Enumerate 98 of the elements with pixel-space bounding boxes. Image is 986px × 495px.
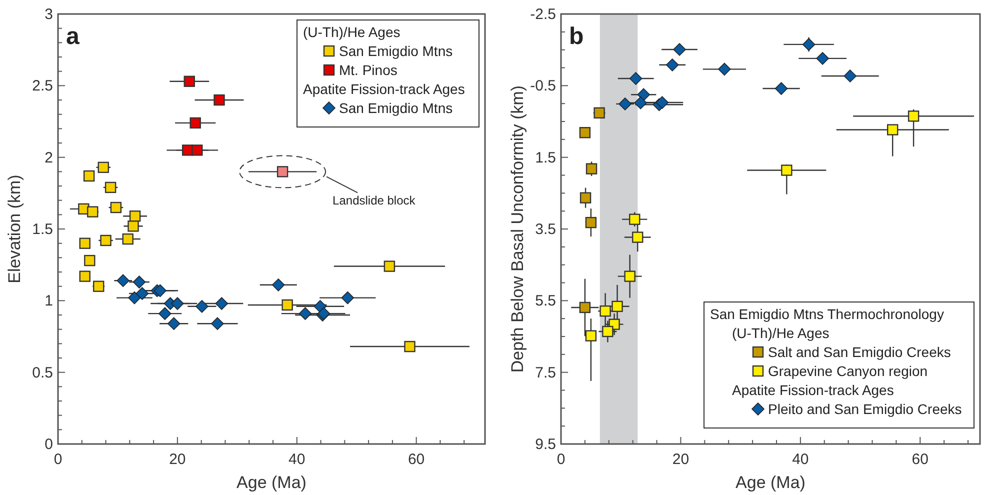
point bbox=[629, 72, 642, 85]
legend-label: Salt and San Emigdio Creeks bbox=[768, 344, 951, 360]
chart-title: a bbox=[66, 23, 80, 50]
legend-label: Mt. Pinos bbox=[339, 62, 398, 78]
point bbox=[637, 88, 650, 102]
point bbox=[634, 96, 648, 110]
point bbox=[618, 98, 632, 110]
x-tick-label: 60 bbox=[408, 451, 425, 468]
y-tick-label: 7.5 bbox=[535, 364, 556, 382]
point bbox=[128, 291, 141, 304]
point bbox=[98, 162, 109, 173]
point bbox=[802, 38, 816, 51]
point bbox=[908, 110, 920, 122]
point bbox=[816, 52, 829, 65]
point bbox=[154, 284, 167, 298]
annotation: Apatite Fission-track Ages bbox=[303, 81, 465, 97]
point bbox=[602, 326, 614, 338]
point bbox=[586, 163, 598, 174]
point bbox=[774, 82, 788, 95]
point bbox=[110, 202, 122, 214]
point bbox=[132, 276, 146, 288]
point bbox=[580, 192, 592, 204]
point bbox=[282, 299, 293, 311]
point bbox=[116, 274, 130, 287]
point bbox=[585, 330, 597, 342]
point bbox=[673, 43, 686, 56]
point bbox=[215, 297, 228, 310]
y-tick-label: 5.5 bbox=[535, 292, 556, 310]
y-tick-label: 0 bbox=[44, 436, 53, 453]
x-axis-title: Age (Ma) bbox=[236, 473, 306, 492]
point bbox=[84, 254, 96, 266]
point bbox=[214, 94, 225, 106]
legend-title: San Emigdio Mtns Thermochronology bbox=[710, 306, 944, 322]
point bbox=[196, 300, 208, 313]
point bbox=[632, 232, 644, 243]
point bbox=[341, 291, 354, 304]
point bbox=[594, 107, 605, 118]
point bbox=[585, 216, 597, 228]
point bbox=[579, 302, 591, 314]
y-tick-label: 2.5 bbox=[32, 78, 53, 95]
y-tick-label: 2 bbox=[44, 149, 53, 166]
point bbox=[656, 96, 669, 109]
y-tick-label: 3 bbox=[44, 6, 53, 23]
point bbox=[158, 307, 172, 320]
point bbox=[171, 297, 184, 310]
point bbox=[129, 210, 141, 222]
point bbox=[79, 270, 90, 282]
point bbox=[887, 124, 898, 136]
y-tick-label: 9.5 bbox=[535, 436, 556, 453]
annotation: Apatite Fission-track Ages bbox=[732, 382, 894, 398]
legend-label: San Emigdio Mtns bbox=[339, 100, 453, 116]
annotation: (U-Th)/He Ages bbox=[732, 325, 830, 341]
y-tick-label: 3.5 bbox=[535, 221, 556, 238]
y-axis-title: Elevation (km) bbox=[5, 174, 24, 284]
point bbox=[624, 270, 636, 282]
y-tick-label: 1.5 bbox=[535, 149, 556, 166]
point bbox=[272, 278, 285, 292]
y-tick-label: -0.5 bbox=[530, 78, 556, 95]
point bbox=[122, 233, 134, 245]
point bbox=[298, 307, 312, 320]
y-tick-label: 0.5 bbox=[32, 364, 53, 382]
annotation: (U-Th)/He Ages bbox=[303, 24, 400, 40]
point bbox=[844, 70, 857, 82]
x-tick-label: 20 bbox=[169, 451, 186, 468]
x-tick-label: 60 bbox=[912, 451, 928, 468]
point bbox=[211, 317, 224, 330]
point bbox=[128, 220, 139, 232]
point bbox=[781, 164, 792, 176]
point bbox=[79, 238, 90, 249]
point bbox=[184, 76, 195, 87]
point bbox=[192, 144, 203, 156]
point bbox=[190, 117, 201, 129]
point bbox=[93, 280, 104, 292]
point bbox=[167, 317, 180, 330]
y-tick-label: 1 bbox=[44, 292, 53, 310]
point bbox=[104, 182, 116, 194]
point bbox=[404, 340, 416, 352]
y-tick-label: -2.5 bbox=[530, 6, 556, 23]
point bbox=[629, 214, 640, 225]
x-axis-title: Age (Ma) bbox=[736, 473, 806, 492]
point bbox=[579, 127, 591, 138]
annotation: Landslide block bbox=[332, 194, 416, 208]
point bbox=[83, 170, 95, 182]
y-axis-title: Depth Below Basal Unconformity (km) bbox=[508, 85, 527, 373]
point bbox=[666, 58, 679, 72]
point bbox=[136, 287, 149, 300]
legend-label: Grapevine Canyon region bbox=[768, 363, 928, 379]
x-tick-label: 20 bbox=[672, 451, 690, 468]
point bbox=[384, 260, 396, 272]
legend-label: Pleito and San Emigdio Creeks bbox=[768, 401, 962, 417]
point bbox=[612, 300, 623, 312]
y-tick-label: 1.5 bbox=[32, 221, 53, 238]
legend-label: San Emigdio Mtns bbox=[339, 43, 453, 59]
x-tick-label: 40 bbox=[792, 451, 809, 468]
point bbox=[718, 62, 731, 76]
x-tick-label: 40 bbox=[288, 451, 306, 468]
chart-title: b bbox=[569, 23, 584, 50]
point bbox=[276, 166, 288, 178]
